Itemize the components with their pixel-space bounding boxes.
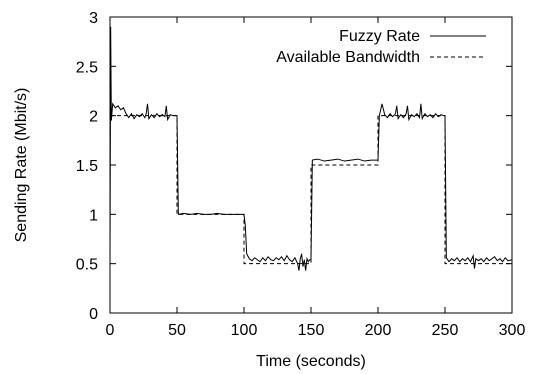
x-tick-label: 150 xyxy=(298,322,325,339)
ticks-layer: 0 50 100 150 200 250 300 0 0.5 1 1.5 2 2.5 3 xyxy=(76,10,526,339)
legend-label-available-bandwidth: Available Bandwidth xyxy=(276,49,420,66)
legend-label-fuzzy-rate: Fuzzy Rate xyxy=(339,28,420,45)
x-tick-label: 50 xyxy=(168,322,186,339)
x-axis-label: Time (seconds) xyxy=(256,353,366,370)
y-tick-label: 1 xyxy=(89,207,98,224)
series-line-available-bandwidth xyxy=(110,115,512,265)
x-tick-label: 250 xyxy=(432,322,459,339)
y-tick-label: 1.5 xyxy=(76,158,98,175)
y-tick-label: 0 xyxy=(89,306,98,323)
x-tick-label: 0 xyxy=(106,322,115,339)
y-tick-label: 0.5 xyxy=(76,257,98,274)
y-tick-label: 3 xyxy=(89,10,98,27)
x-tick-label: 300 xyxy=(499,322,526,339)
y-tick-label: 2.5 xyxy=(76,59,98,76)
y-axis-label: Sending Rate (Mbit/s) xyxy=(13,88,30,243)
series-line-fuzzy-rate xyxy=(109,26,513,271)
y-tick-label: 2 xyxy=(89,109,98,126)
legend: Fuzzy Rate Available Bandwidth xyxy=(276,28,486,66)
x-tick-label: 200 xyxy=(365,322,392,339)
x-tick-label: 100 xyxy=(231,322,258,339)
series-layer xyxy=(109,26,513,271)
